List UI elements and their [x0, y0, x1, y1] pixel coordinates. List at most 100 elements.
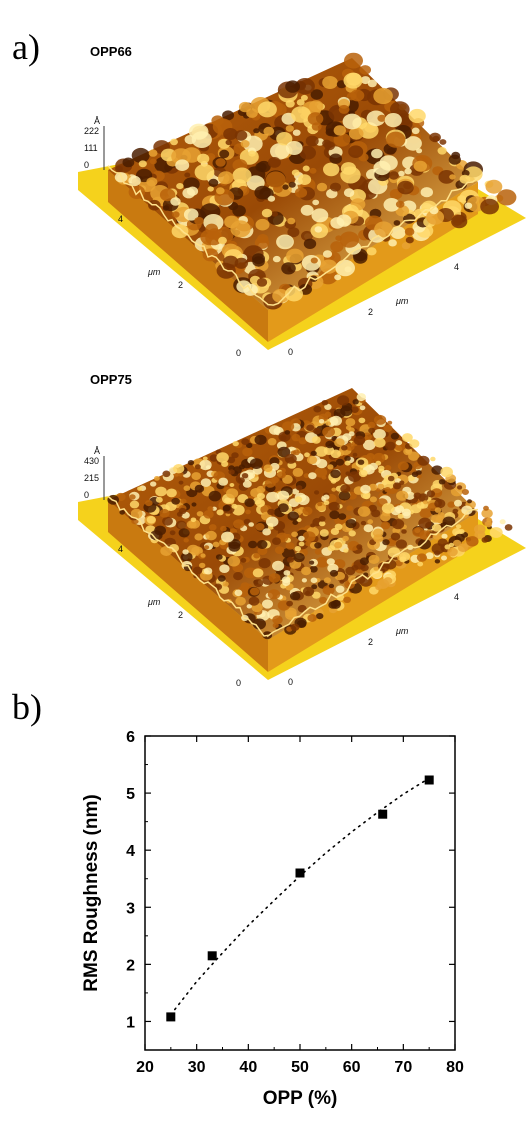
- surface-grain: [159, 188, 176, 202]
- surface-grain: [228, 541, 241, 552]
- surface-grain: [256, 485, 266, 494]
- surface-grain: [203, 567, 213, 575]
- z-tick-label: 215: [84, 473, 99, 483]
- surface-grain: [296, 485, 303, 491]
- surface-grain: [150, 481, 157, 487]
- surface-grain: [447, 501, 456, 508]
- surface-grain: [399, 480, 405, 485]
- surface-grain: [324, 411, 332, 417]
- surface-grain: [266, 491, 280, 503]
- surface-grain: [417, 455, 430, 466]
- surface-grain: [217, 575, 226, 582]
- surface-grain: [416, 470, 422, 475]
- surface-grain: [268, 573, 281, 583]
- surface-grain: [302, 165, 310, 172]
- surface-grain: [237, 477, 245, 484]
- surface-grain: [329, 510, 340, 520]
- x-tick-label: 4: [454, 592, 459, 602]
- surface-grain: [321, 475, 327, 480]
- surface-grain: [395, 539, 407, 549]
- surface-grain: [178, 528, 190, 538]
- surface-grain: [191, 502, 197, 507]
- surface-grain: [297, 604, 307, 613]
- surface-grain: [481, 537, 489, 543]
- surface-grain: [218, 171, 234, 185]
- surface-grain: [291, 433, 301, 442]
- surface-grain: [484, 520, 493, 528]
- surface-grain: [272, 560, 285, 571]
- surface-grain: [413, 492, 422, 499]
- z-tick-label: 0: [84, 490, 89, 500]
- surface-grain: [301, 255, 321, 271]
- surface-grain: [331, 487, 337, 492]
- surface-grain: [369, 462, 378, 471]
- surface-grain: [249, 587, 260, 596]
- surface-grain: [272, 255, 281, 263]
- surface-grain: [200, 553, 206, 558]
- surface-grain: [383, 424, 393, 432]
- surface-grain: [388, 239, 397, 247]
- surface-grain: [319, 596, 328, 604]
- surface-grain: [255, 162, 267, 172]
- surface-grain: [345, 425, 352, 431]
- surface-grain: [269, 457, 280, 466]
- surface-grain: [298, 174, 312, 186]
- surface-grain: [368, 554, 380, 564]
- surface-grain: [455, 524, 462, 529]
- surface-grain: [266, 516, 279, 527]
- surface-grain: [248, 540, 258, 549]
- surface-grain: [324, 403, 332, 410]
- surface-grain: [302, 586, 315, 597]
- surface-grain: [305, 541, 312, 547]
- surface-grain: [316, 458, 328, 469]
- surface-grain: [296, 99, 305, 106]
- y-tick-label: 5: [126, 786, 135, 803]
- surface-grain: [178, 480, 184, 485]
- surface-grain: [278, 503, 289, 513]
- surface-grain: [301, 230, 313, 241]
- surface-grain: [267, 508, 275, 516]
- surface-grain: [405, 236, 414, 244]
- surface-grain: [282, 184, 289, 190]
- x-unit: μm: [395, 626, 409, 636]
- surface-grain: [182, 549, 189, 555]
- plot-frame: [144, 735, 456, 1051]
- surface-grain: [334, 274, 342, 281]
- surface-grain: [200, 478, 212, 487]
- surface-grain: [489, 527, 503, 538]
- surface-grain: [398, 170, 405, 177]
- surface-grain: [146, 177, 158, 187]
- surface-grain: [330, 469, 341, 479]
- surface-grain: [294, 546, 301, 552]
- surface-grain: [252, 497, 262, 505]
- surface-grain: [404, 136, 422, 151]
- y-unit: μm: [147, 597, 161, 607]
- surface-grain: [197, 153, 210, 164]
- panel-b-label: b): [12, 687, 42, 727]
- surface-grain: [352, 452, 358, 457]
- surface-grain: [162, 470, 171, 478]
- surface-grain: [330, 182, 341, 192]
- surface-grain: [325, 440, 335, 449]
- surface-grain: [344, 52, 363, 69]
- surface-grain: [316, 182, 328, 192]
- surface-grain: [183, 538, 189, 543]
- surface-grain: [180, 552, 193, 562]
- surface-grain: [234, 130, 248, 141]
- surface-grain: [223, 128, 238, 140]
- surface-grain: [344, 460, 351, 466]
- surface-grain: [419, 508, 432, 519]
- surface-grain: [272, 537, 281, 545]
- surface-grain: [294, 187, 308, 198]
- surface-grain: [343, 188, 355, 198]
- surface-grain: [442, 516, 456, 528]
- surface-grain: [175, 159, 190, 171]
- surface-grain: [441, 555, 447, 561]
- surface-grain: [186, 186, 199, 196]
- surface-grain: [225, 139, 232, 146]
- surface-grain: [384, 487, 391, 493]
- surface-grain: [175, 520, 187, 530]
- surface-grain: [173, 464, 185, 474]
- surface-grain: [170, 138, 178, 146]
- surface-grain: [401, 508, 411, 517]
